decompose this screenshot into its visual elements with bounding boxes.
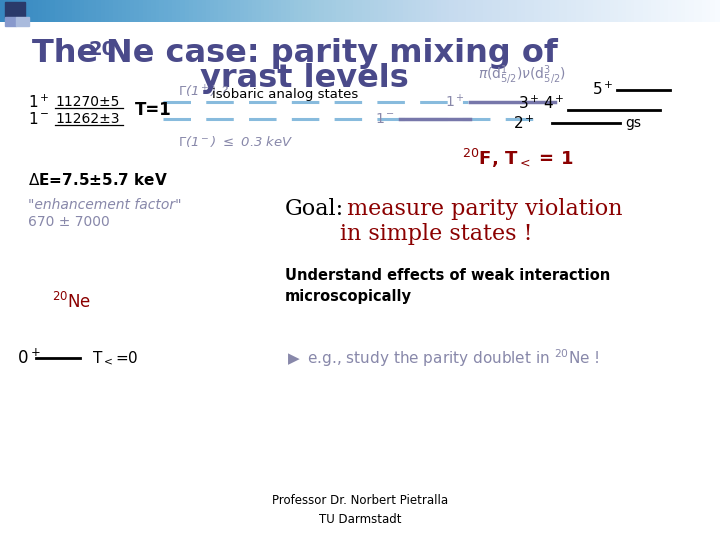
Text: $\pi$(d$_{5/2}^{1}$)$\nu$(d$_{5/2}^{3}$): $\pi$(d$_{5/2}^{1}$)$\nu$(d$_{5/2}^{3}$) [478,64,566,87]
Bar [16,17,29,26]
Text: Professor Dr. Norbert Pietralla
TU Darmstadt: Professor Dr. Norbert Pietralla TU Darms… [272,494,448,526]
Text: 670 ± 7000: 670 ± 7000 [28,215,109,229]
Text: The: The [32,38,109,69]
Text: 1$^-$: 1$^-$ [28,111,50,127]
Text: $\Delta$E=7.5±5.7 keV: $\Delta$E=7.5±5.7 keV [28,172,168,188]
Text: $\Gamma$(1$^+$) ?: $\Gamma$(1$^+$) ? [178,84,229,100]
Bar [5,17,16,26]
Text: Ne case: parity mixing of: Ne case: parity mixing of [106,38,558,69]
Text: 11262±3: 11262±3 [55,112,120,126]
Text: 1$^+$: 1$^+$ [445,93,465,111]
Text: isobaric analog states: isobaric analog states [212,88,358,101]
Text: 20: 20 [88,40,115,59]
Bar [5,2,25,18]
Text: $\Gamma$(1$^-$) $\leq$ 0.3 keV: $\Gamma$(1$^-$) $\leq$ 0.3 keV [178,134,294,149]
Text: 1$^+$: 1$^+$ [28,93,50,111]
Text: yrast levels: yrast levels [200,63,409,94]
Text: 1$^-$: 1$^-$ [375,112,395,126]
Text: 11270±5: 11270±5 [55,95,120,109]
Text: 2$^+$: 2$^+$ [513,114,535,132]
Text: "enhancement factor": "enhancement factor" [28,198,181,212]
Text: gs: gs [625,116,641,130]
Text: measure parity violation
in simple states !: measure parity violation in simple state… [340,198,623,245]
Text: 0$^+$: 0$^+$ [17,348,40,368]
Text: 5$^+$: 5$^+$ [593,80,614,98]
Text: $\blacktriangleright$ e.g., study the parity doublet in $^{20}$Ne !: $\blacktriangleright$ e.g., study the pa… [285,347,600,369]
Text: Understand effects of weak interaction
microscopically: Understand effects of weak interaction m… [285,268,611,304]
Text: T$_<$=0: T$_<$=0 [92,349,138,367]
Text: Goal:: Goal: [285,198,344,220]
Text: $^{20}$F, T$_<$ = 1: $^{20}$F, T$_<$ = 1 [462,147,573,170]
Text: T=1: T=1 [135,101,172,119]
Text: $^{20}$Ne: $^{20}$Ne [53,292,91,312]
Text: 4$^+$: 4$^+$ [543,94,564,112]
Text: 3$^+$: 3$^+$ [518,94,540,112]
